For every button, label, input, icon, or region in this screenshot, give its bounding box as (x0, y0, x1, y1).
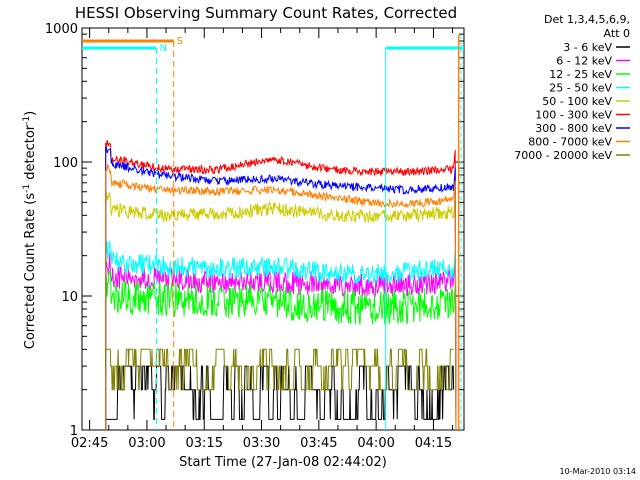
y-tick-label: 1000 (45, 22, 78, 37)
chart-title: HESSI Observing Summary Count Rates, Cor… (75, 4, 457, 22)
x-tick-label: 04:15 (415, 436, 452, 451)
annotation-saa: S (177, 36, 183, 47)
legend-label: 800 - 7000 keV (528, 136, 612, 149)
series-line-4 (105, 188, 457, 431)
y-axis-label-sup2: -1 (22, 116, 32, 125)
legend-label: 7000 - 20000 keV (514, 149, 612, 162)
x-tick-label: 03:45 (300, 436, 337, 451)
series-line-2 (105, 269, 457, 431)
x-tick-label: 03:15 (186, 436, 223, 451)
legend-label: 12 - 25 keV (549, 68, 612, 81)
x-tick-label: 03:00 (128, 436, 165, 451)
series-line-8 (105, 348, 454, 391)
y-tick-label: 10 (61, 290, 78, 305)
y-tick-label: 100 (53, 156, 78, 171)
legend-label: 100 - 300 keV (535, 109, 612, 122)
footer-timestamp: 10-Mar-2010 03:14 (560, 467, 637, 476)
y-axis-label-end: ) (23, 111, 38, 116)
y-axis-label: Corrected Count Rate (s-1 detector-1) (22, 111, 38, 349)
y-axis-label-main: Corrected Count Rate (s (23, 193, 38, 350)
x-axis-label: Start Time (27-Jan-08 02:44:02) (179, 455, 387, 470)
series-line-5 (105, 139, 457, 431)
legend-label: 300 - 800 keV (535, 122, 612, 135)
legend-label: 3 - 6 keV (563, 41, 612, 54)
x-tick-label: 03:30 (243, 436, 280, 451)
y-tick-label: 1 (70, 424, 78, 439)
annotation-night: N (159, 43, 166, 54)
x-tick-label: 04:00 (357, 436, 394, 451)
legend-label: 6 - 12 keV (556, 55, 612, 68)
legend-label: 50 - 100 keV (542, 95, 612, 108)
legend-header-attenuator: Att 0 (604, 27, 630, 40)
x-tick-label: 02:45 (71, 436, 108, 451)
series-line-3 (105, 240, 457, 431)
series-line-6 (105, 147, 457, 431)
y-axis-label-sup1: -1 (22, 184, 32, 193)
y-axis-label-mid: detector (23, 124, 38, 184)
plot-frame (81, 27, 465, 431)
plot-area: 02:45 03:00 03:15 03:30 03:45 04:00 04:15 1 10 10… (45, 22, 465, 451)
legend-label: 25 - 50 keV (549, 82, 612, 95)
legend-header-detectors: Det 1,3,4,5,6,9, (544, 13, 630, 26)
series-line-7 (105, 163, 457, 431)
